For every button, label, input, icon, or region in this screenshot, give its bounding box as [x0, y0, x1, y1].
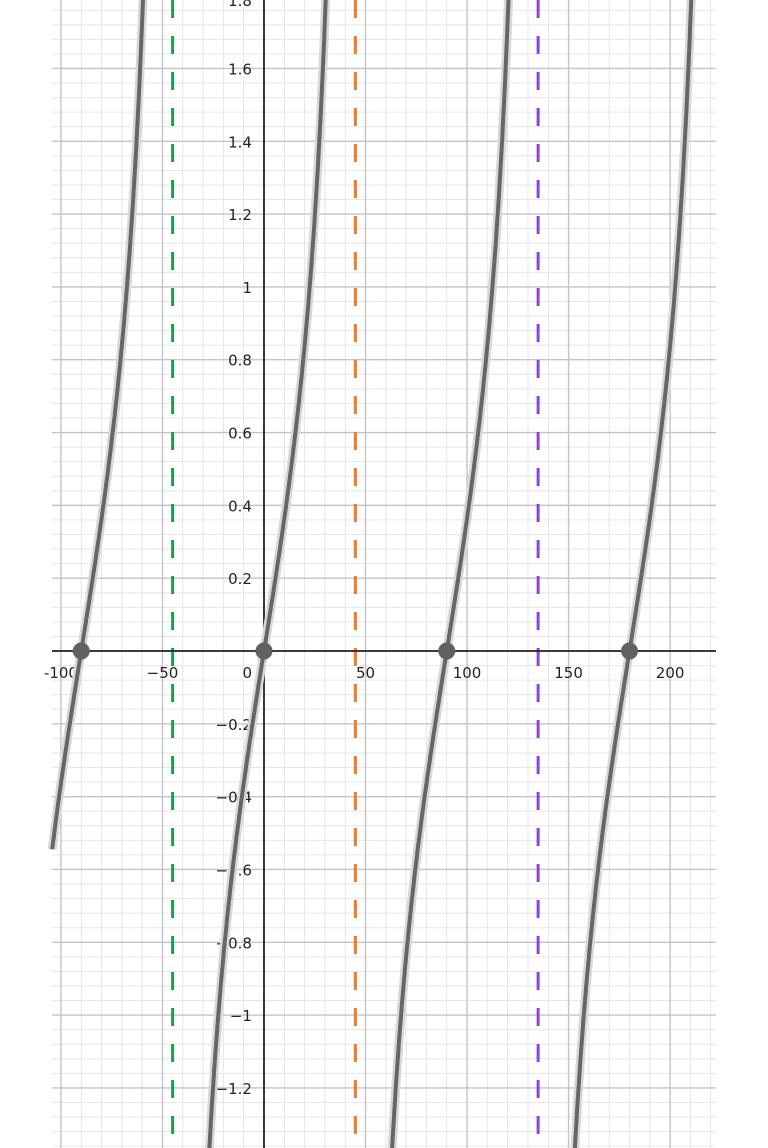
curve-halo [570, 0, 696, 1148]
axes [52, 0, 716, 1148]
curve-halo [47, 0, 148, 850]
function-curve[interactable] [47, 0, 696, 1148]
major-grid [52, 0, 716, 1148]
y-tick-label: −1.2 [216, 1080, 252, 1098]
zero-point[interactable] [620, 642, 638, 660]
tan-branch[interactable] [390, 0, 511, 1148]
y-tick-label: 1.6 [228, 60, 252, 78]
y-tick-label: 0.2 [228, 570, 252, 588]
y-tick-label: −1 [230, 1007, 252, 1025]
x-tick-label: 150 [554, 664, 583, 682]
x-tick-label: 0 [242, 664, 252, 682]
zero-point[interactable] [438, 642, 456, 660]
y-tick-label: −0.2 [216, 716, 252, 734]
y-tick-label: 1 [242, 279, 252, 297]
x-tick-label: -100 [44, 664, 78, 682]
minor-grid [52, 0, 716, 1148]
tan-branch[interactable] [572, 0, 694, 1148]
asymptotes [171, 0, 540, 1148]
tan-branch[interactable] [207, 0, 328, 1148]
y-tick-label: 1.8 [228, 0, 252, 10]
zero-point[interactable] [255, 642, 273, 660]
curve-halo [204, 0, 331, 1148]
zero-point[interactable] [72, 642, 90, 660]
x-tick-label: 100 [453, 664, 482, 682]
y-tick-label: 0.8 [228, 352, 252, 370]
y-tick-label: 0.4 [228, 497, 252, 515]
x-tick-label: 50 [356, 664, 375, 682]
x-tick-label: 200 [656, 664, 685, 682]
x-tick-label: −50 [147, 664, 179, 682]
y-tick-label: 1.2 [228, 206, 252, 224]
y-tick-label: 1.4 [228, 133, 252, 151]
zero-points[interactable] [72, 642, 638, 660]
y-tick-label: 0.6 [228, 425, 252, 443]
curve-halo [387, 0, 513, 1148]
tan-branch[interactable] [50, 0, 145, 850]
